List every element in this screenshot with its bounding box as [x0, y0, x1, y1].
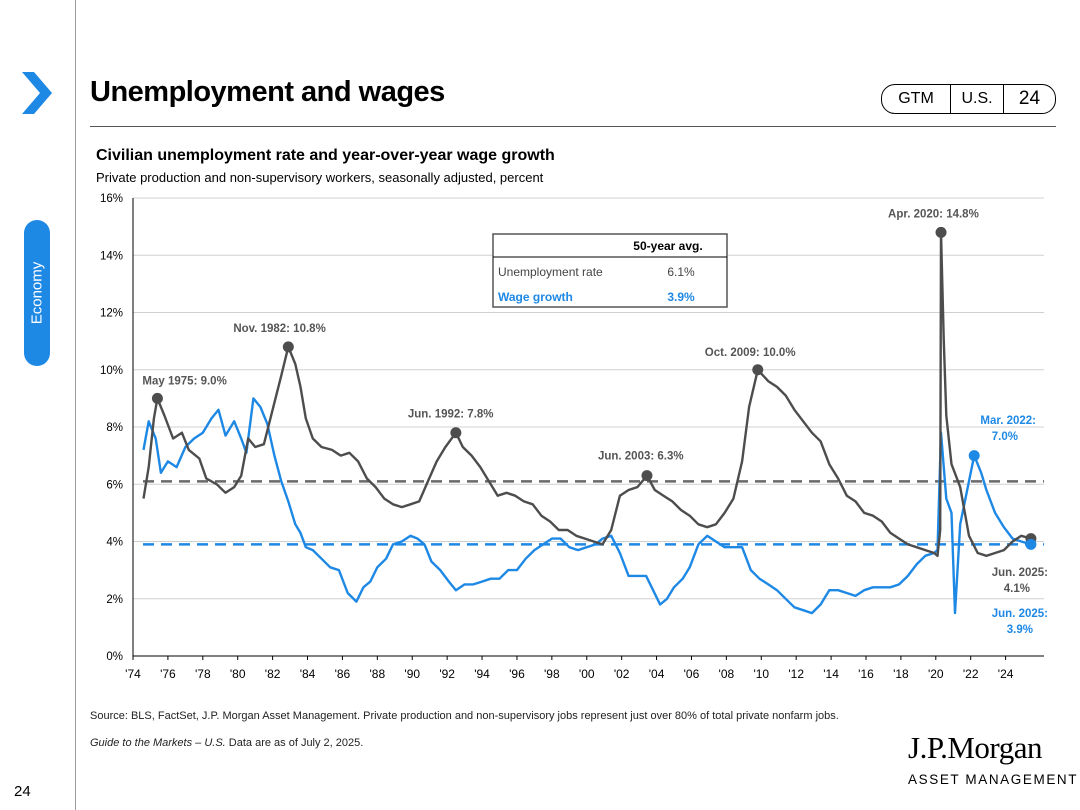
- source-footnote: Source: BLS, FactSet, J.P. Morgan Asset …: [90, 710, 839, 722]
- y-tick-label: 8%: [106, 422, 123, 434]
- line-chart: 0% 2% 4% 6% 8% 10% 12% 14% 16% '74 '76 '78 '80 '82 '84…: [100, 193, 1048, 681]
- x-tick-label: '02: [614, 667, 630, 681]
- annotation-marker: [1025, 538, 1037, 550]
- y-tick-label: 16%: [100, 193, 123, 205]
- annotation-label: 7.0%: [992, 431, 1018, 443]
- annotation-label: May 1975: 9.0%: [142, 375, 226, 387]
- tag-page-number: 24: [1018, 88, 1041, 109]
- section-tab-economy[interactable]: Economy: [24, 220, 50, 366]
- annotation-label: Jun. 2025:: [992, 608, 1048, 620]
- guide-title: Guide to the Markets – U.S.: [90, 737, 226, 749]
- x-tick-label: '22: [963, 667, 979, 681]
- wage-growth-line: [142, 397, 1032, 615]
- chart-title: Civilian unemployment rate and year-over…: [96, 147, 555, 164]
- x-tick-label: '08: [719, 667, 735, 681]
- x-tick-label: '98: [544, 667, 560, 681]
- x-tick-label: '06: [684, 667, 700, 681]
- annotation-label: Jun. 2003: 6.3%: [598, 451, 684, 463]
- x-tick-label: '78: [195, 667, 211, 681]
- annotation-label: Jun. 2025:: [992, 567, 1048, 579]
- page-number: 24: [14, 783, 31, 800]
- tag-gtm: GTM: [882, 85, 951, 113]
- annotation-marker: [450, 427, 462, 439]
- y-tick-label: 6%: [106, 479, 123, 491]
- annotation-marker: [935, 226, 947, 238]
- y-tick-label: 14%: [100, 250, 123, 262]
- jpmorgan-logo: J.P.Morgan: [908, 730, 1042, 765]
- y-tick-label: 10%: [100, 365, 123, 377]
- annotation-label: Nov. 1982: 10.8%: [233, 323, 325, 335]
- average-table-row-label: Unemployment rate: [498, 265, 603, 279]
- x-tick-label: '96: [509, 667, 525, 681]
- x-tick-label: '24: [998, 667, 1014, 681]
- x-tick-label: '00: [579, 667, 595, 681]
- annotation-marker: [968, 450, 980, 462]
- y-tick-label: 4%: [106, 537, 123, 549]
- y-tick-label: 12%: [100, 308, 123, 320]
- average-table-row-value: 6.1%: [667, 265, 695, 279]
- x-tick-label: '86: [335, 667, 351, 681]
- annotation-label: 4.1%: [1004, 583, 1030, 595]
- average-table: [492, 233, 728, 308]
- x-tick-label: '82: [265, 667, 281, 681]
- guide-footnote: Guide to the Markets – U.S. Data are as …: [90, 737, 363, 749]
- x-tick-label: '90: [404, 667, 420, 681]
- annotation-label: Mar. 2022:: [980, 415, 1036, 427]
- chevron-right-icon: [22, 72, 52, 114]
- x-tick-label: '14: [823, 667, 839, 681]
- x-tick-label: '88: [370, 667, 386, 681]
- y-tick-label: 0%: [106, 651, 123, 663]
- tag-region: U.S.: [951, 85, 1004, 113]
- x-tick-label: '84: [300, 667, 316, 681]
- x-tick-label: '74: [125, 667, 141, 681]
- y-tick-label: 2%: [106, 594, 123, 606]
- annotation-label: Oct. 2009: 10.0%: [705, 347, 796, 359]
- unemployment-rate-line: [142, 231, 1032, 557]
- x-tick-label: '76: [160, 667, 176, 681]
- annotation-label: 3.9%: [1007, 624, 1033, 636]
- left-divider: [75, 0, 76, 810]
- annotation-marker: [641, 470, 653, 482]
- chart-subtitle: Private production and non-supervisory w…: [96, 170, 544, 185]
- slide-tag: GTM U.S. 24: [881, 84, 1056, 114]
- average-table-row-value: 3.9%: [667, 290, 695, 304]
- x-tick-label: '92: [439, 667, 455, 681]
- annotation-marker: [752, 364, 764, 376]
- average-table-row-label: Wage growth: [498, 290, 573, 304]
- average-table-header: 50-year avg.: [633, 239, 702, 253]
- logo-subtitle: ASSET MANAGEMENT: [908, 772, 1079, 787]
- x-tick-label: '20: [928, 667, 944, 681]
- annotation-marker: [151, 392, 163, 404]
- annotation-marker: [282, 341, 294, 353]
- annotation-label: Apr. 2020: 14.8%: [888, 208, 979, 220]
- annotation-label: Jun. 1992: 7.8%: [408, 409, 494, 421]
- x-tick-label: '80: [230, 667, 246, 681]
- x-tick-label: '04: [649, 667, 665, 681]
- x-tick-label: '12: [788, 667, 804, 681]
- title-divider: [90, 126, 1056, 127]
- guide-date: Data are as of July 2, 2025.: [225, 737, 364, 749]
- x-tick-label: '94: [474, 667, 490, 681]
- x-tick-label: '10: [753, 667, 769, 681]
- x-tick-label: '18: [893, 667, 909, 681]
- page-title: Unemployment and wages: [90, 76, 445, 108]
- x-tick-label: '16: [858, 667, 874, 681]
